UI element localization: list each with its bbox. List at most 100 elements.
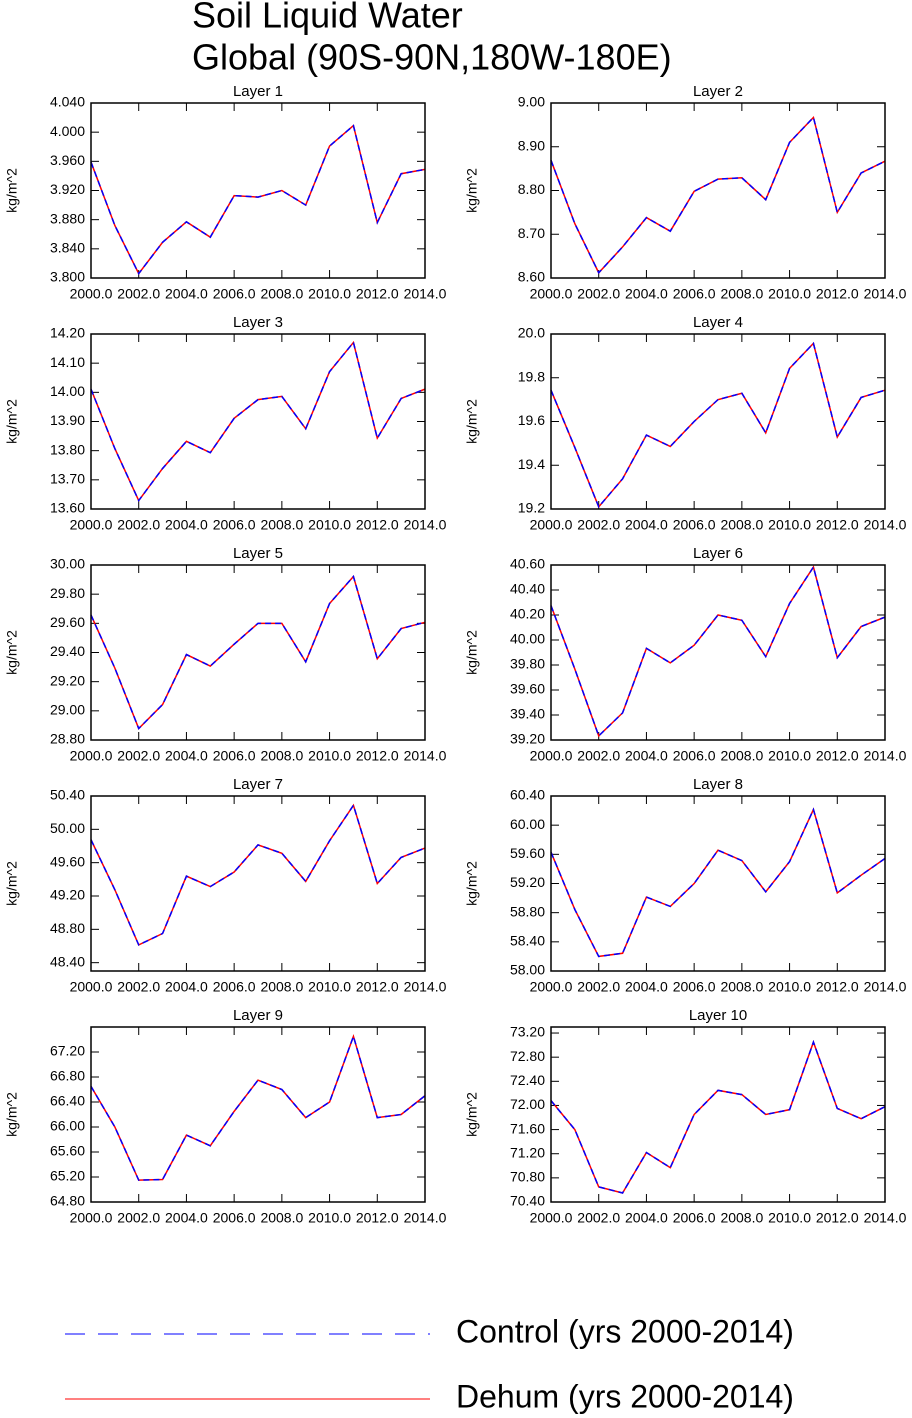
series-line [550,1039,886,1194]
y-tick-label: 66.40 [50,1093,85,1109]
series-line [550,115,886,275]
y-tick-label: 8.90 [518,137,545,153]
y-tick-label: 64.80 [50,1193,85,1209]
panel-title: Layer 8 [693,776,743,793]
x-tick-label: 2008.0 [260,1210,303,1226]
x-tick-label: 2004.0 [165,979,208,995]
x-tick-label: 2004.0 [625,517,668,533]
x-tick-label: 2012.0 [816,1210,859,1226]
series-line [90,124,426,276]
figure-subtitle: Global (90S-90N,180W-180E) [192,37,672,78]
y-tick-label: 3.840 [50,240,85,256]
plot-frame [90,564,426,741]
series-line [90,340,426,503]
x-tick-label: 2000.0 [70,979,113,995]
x-tick-label: 2010.0 [768,1210,811,1226]
panel-title: Layer 7 [233,776,283,793]
y-tick-label: 59.20 [510,874,545,890]
plot-frame [90,102,426,279]
y-tick-label: 48.40 [50,953,85,969]
x-tick-label: 2000.0 [530,748,573,764]
y-tick-label: 19.2 [518,500,545,516]
figure-title: Soil Liquid Water [192,0,463,36]
y-tick-label: 65.20 [50,1168,85,1184]
x-tick-label: 2010.0 [308,286,351,302]
plot-frame [90,795,426,972]
x-tick-label: 2000.0 [530,1210,573,1226]
y-axis-label: kg/m^2 [464,861,480,906]
x-tick-label: 2012.0 [356,979,399,995]
series-line [550,115,886,275]
x-tick-label: 2006.0 [673,1210,716,1226]
y-tick-label: 71.20 [510,1144,545,1160]
x-tick-label: 2002.0 [577,979,620,995]
x-tick-label: 2002.0 [117,979,160,995]
x-tick-label: 2000.0 [530,517,573,533]
x-tick-label: 2002.0 [577,517,620,533]
x-tick-label: 2008.0 [260,748,303,764]
y-axis-label: kg/m^2 [4,861,20,906]
series-line [550,341,886,509]
x-tick-label: 2002.0 [577,748,620,764]
x-tick-label: 2012.0 [816,748,859,764]
x-tick-label: 2012.0 [356,748,399,764]
x-tick-label: 2006.0 [673,979,716,995]
x-tick-label: 2004.0 [165,1210,208,1226]
plot-frame [550,795,886,972]
y-tick-label: 3.960 [50,152,85,168]
y-tick-label: 20.0 [518,325,545,341]
series-line [550,1039,886,1194]
y-tick-label: 72.00 [510,1096,545,1112]
y-tick-label: 8.60 [518,269,545,285]
y-tick-label: 70.40 [510,1193,545,1209]
x-tick-label: 2010.0 [768,286,811,302]
plot-frame [90,1026,426,1203]
plot-frame [550,1026,886,1203]
x-tick-label: 2014.0 [864,979,907,995]
x-tick-label: 2012.0 [816,517,859,533]
y-tick-label: 30.00 [50,556,85,572]
x-tick-label: 2006.0 [213,748,256,764]
x-tick-label: 2002.0 [117,517,160,533]
x-tick-label: 2010.0 [308,748,351,764]
y-tick-label: 60.40 [510,787,545,803]
y-tick-label: 9.00 [518,94,545,110]
x-tick-label: 2002.0 [577,1210,620,1226]
y-tick-label: 40.20 [510,606,545,622]
x-tick-label: 2006.0 [213,517,256,533]
x-tick-label: 2006.0 [213,979,256,995]
y-tick-label: 65.60 [50,1143,85,1159]
x-tick-label: 2010.0 [768,979,811,995]
y-tick-label: 13.80 [50,441,85,457]
series-line [90,340,426,503]
y-tick-label: 72.40 [510,1072,545,1088]
x-tick-label: 2004.0 [625,286,668,302]
y-tick-label: 29.00 [50,702,85,718]
y-tick-label: 58.40 [510,933,545,949]
y-tick-label: 67.20 [50,1043,85,1059]
x-tick-label: 2008.0 [720,517,763,533]
x-tick-label: 2008.0 [720,1210,763,1226]
x-tick-label: 2012.0 [356,286,399,302]
x-tick-label: 2000.0 [530,286,573,302]
series-line [90,575,426,730]
x-tick-label: 2002.0 [117,748,160,764]
y-axis-label: kg/m^2 [4,399,20,444]
x-tick-label: 2010.0 [768,517,811,533]
x-tick-label: 2006.0 [213,1210,256,1226]
series-line [550,807,886,958]
x-tick-label: 2010.0 [308,1210,351,1226]
x-tick-label: 2008.0 [260,979,303,995]
x-tick-label: 2014.0 [404,748,447,764]
y-tick-label: 39.60 [510,681,545,697]
x-tick-label: 2004.0 [165,286,208,302]
plot-frame [550,102,886,279]
x-tick-label: 2012.0 [356,517,399,533]
y-tick-label: 50.00 [50,820,85,836]
y-axis-label: kg/m^2 [464,630,480,675]
x-tick-label: 2006.0 [213,286,256,302]
x-tick-label: 2004.0 [625,979,668,995]
x-tick-label: 2006.0 [673,748,716,764]
x-tick-label: 2000.0 [70,517,113,533]
x-tick-label: 2002.0 [577,286,620,302]
